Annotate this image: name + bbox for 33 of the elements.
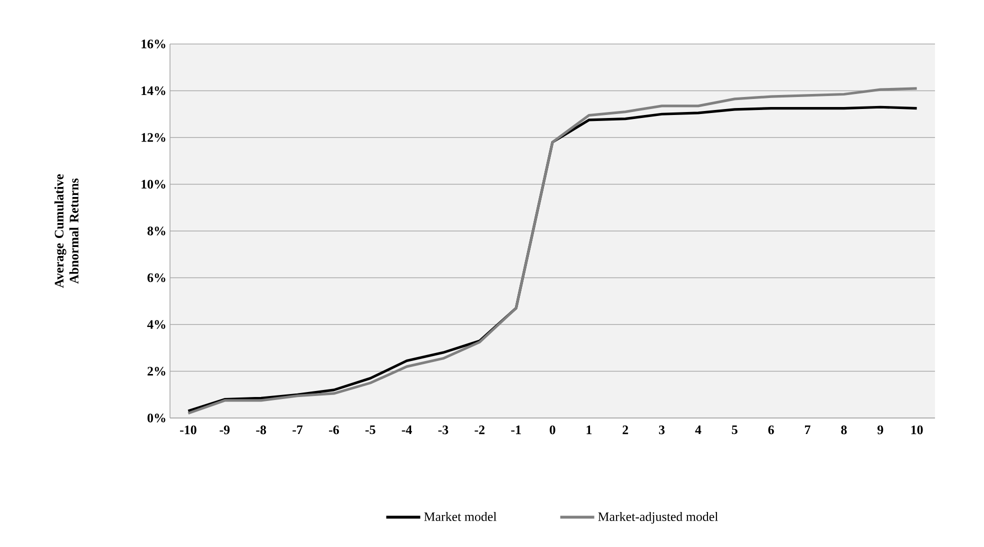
y-tick-label: 0% — [148, 414, 166, 422]
x-tick-label: -8 — [256, 426, 266, 434]
x-tick-label: -5 — [365, 426, 376, 434]
x-tick-label: 1 — [586, 426, 592, 434]
x-tick-label: 0 — [550, 426, 556, 434]
y-tick-label: 6% — [147, 273, 166, 282]
y-tick-label: 12% — [142, 133, 166, 142]
y-tick-label: 10% — [142, 180, 166, 189]
legend-label: Market model — [424, 512, 497, 522]
y-tick-label: 4% — [147, 320, 166, 329]
y-tick-label: 14% — [142, 86, 166, 96]
legend-label: Market-adjusted model — [598, 512, 718, 524]
x-tick-label: -2 — [474, 426, 484, 434]
x-tick-label: 4 — [695, 426, 702, 434]
x-tick-label: 5 — [732, 426, 738, 434]
x-tick-label: -7 — [292, 426, 303, 434]
x-tick-label: 7 — [805, 426, 810, 434]
x-tick-label: -6 — [329, 426, 339, 434]
x-tick-label: -4 — [402, 426, 412, 434]
x-tick-label: 10 — [911, 426, 923, 434]
y-tick-label: 16% — [142, 40, 166, 48]
x-tick-label: -10 — [180, 426, 196, 434]
x-tick-label: -9 — [220, 426, 230, 434]
y-axis-title: Average Cumulative Abnormal Returns — [54, 174, 78, 288]
x-tick-label: 2 — [622, 426, 628, 434]
x-tick-label: 8 — [841, 426, 847, 434]
x-tick-label: -3 — [438, 426, 448, 434]
x-tick-label: 6 — [768, 426, 774, 434]
y-tick-label: 2% — [148, 366, 166, 376]
x-tick-label: 9 — [877, 426, 884, 434]
x-tick-label: 3 — [659, 426, 665, 434]
y-tick-label: 8% — [147, 226, 166, 236]
x-tick-label: -1 — [511, 426, 521, 434]
